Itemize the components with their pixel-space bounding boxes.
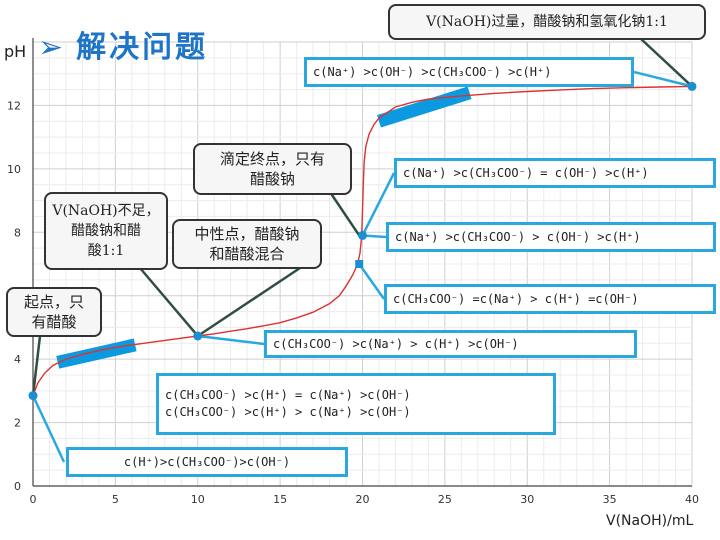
x-tick-label: 20: [356, 493, 370, 506]
leader-box-neutral: [358, 263, 386, 300]
relation-text: c(CH₃COO⁻) >c(H⁺) = c(Na⁺) >c(OH⁻): [165, 388, 411, 402]
x-tick-label: 25: [438, 493, 452, 506]
y-tick-label: 10: [7, 163, 21, 176]
callout-line: 起点，只: [23, 293, 84, 311]
x-tick-label: 40: [685, 493, 699, 506]
titration-curve-line: [32, 85, 693, 396]
leader-box-start: [31, 395, 66, 463]
y-axis-label: pH: [4, 42, 27, 61]
leader-neutral: [197, 266, 301, 338]
key-point: [193, 331, 203, 341]
relation-text: c(Na⁺) >c(CH₃COO⁻) > c(OH⁻) >c(H⁺): [395, 229, 641, 244]
x-tick-label: 30: [520, 493, 534, 506]
chart-tick-labels: 0510152025303540024681012: [7, 99, 699, 506]
x-axis-label: V(NaOH)/mL: [606, 513, 694, 529]
y-tick-label: 0: [14, 480, 21, 493]
leader-box-half: [197, 334, 265, 346]
callout-line: 和醋酸混合: [209, 245, 285, 263]
key-points: [28, 81, 697, 401]
callout-line: 醋酸钠: [249, 170, 295, 188]
relation-box-early: c(CH₃COO⁻) >c(H⁺) = c(Na⁺) >c(OH⁻) c(CH₃…: [156, 373, 556, 435]
y-tick-label: 8: [14, 226, 21, 239]
callout-half-neutralized: V(NaOH)不足， 醋酸钠和醋 酸1:1: [44, 192, 168, 270]
leader-start: [31, 335, 42, 396]
callout-line: 滴定终点，只有: [219, 150, 325, 168]
callout-endpoint: 滴定终点，只有 醋酸钠: [193, 143, 352, 195]
relation-text: c(CH₃COO⁻) =c(Na⁺) > c(H⁺) =c(OH⁻): [393, 291, 639, 306]
x-tick-label: 35: [603, 493, 617, 506]
relation-text: c(Na⁺) >c(CH₃COO⁻) = c(OH⁻) >c(H⁺): [403, 165, 649, 180]
relation-box-half: c(CH₃COO⁻) >c(Na⁺) > c(H⁺) >c(OH⁻): [264, 330, 637, 358]
leader-box-excess: [633, 70, 693, 88]
relation-text: c(CH₃COO⁻) >c(H⁺) > c(Na⁺) >c(OH⁻): [165, 405, 411, 419]
leader-endpoint: [328, 191, 361, 237]
callout-line: 醋酸钠和醋: [71, 223, 141, 239]
callout-line: 中性点，醋酸钠: [194, 225, 300, 243]
callout-excess: V(NaOH)过量，醋酸钠和氢氧化钠1:1: [388, 4, 706, 40]
x-tick-label: 0: [30, 493, 37, 506]
callout-line: 有醋酸: [31, 313, 77, 331]
slide-title-text: 解决问题: [76, 30, 209, 65]
relation-text: c(H⁺)>c(CH₃COO⁻)>c(OH⁻): [123, 454, 291, 469]
y-tick-label: 4: [14, 353, 21, 366]
leader-box-endpoint: [361, 172, 396, 237]
leader-lines: [31, 37, 693, 463]
relation-text: c(Na⁺) >c(OH⁻) >c(CH₃COO⁻) >c(H⁺): [313, 64, 552, 79]
highlight-bands: [56, 86, 472, 369]
leader-excess: [639, 37, 693, 88]
leader-half: [139, 267, 199, 337]
relation-box-neutral: c(CH₃COO⁻) =c(Na⁺) > c(H⁺) =c(OH⁻): [384, 284, 716, 314]
x-tick-label: 10: [191, 493, 205, 506]
slide-title: ➢ 解决问题: [38, 22, 208, 66]
highlight-band: [56, 338, 137, 369]
callout-line: V(NaOH)过量，醋酸钠和氢氧化钠1:1: [426, 14, 668, 30]
key-point: [687, 81, 697, 91]
relation-text: c(CH₃COO⁻) >c(Na⁺) > c(H⁺) >c(OH⁻): [273, 336, 519, 351]
y-tick-label: 2: [14, 417, 21, 430]
relation-box-excess: c(Na⁺) >c(OH⁻) >c(CH₃COO⁻) >c(H⁺): [304, 57, 634, 87]
x-tick-label: 5: [112, 493, 119, 506]
chart-axes: [32, 38, 692, 487]
y-tick-label: 12: [7, 99, 21, 112]
key-point: [28, 391, 38, 401]
callout-neutral: 中性点，醋酸钠 和醋酸混合: [172, 219, 322, 269]
highlight-band: [377, 86, 472, 128]
arrow-right-icon: ➢: [38, 30, 67, 65]
key-point: [355, 260, 364, 268]
callout-start: 起点，只 有醋酸: [6, 287, 102, 337]
key-point: [358, 230, 367, 240]
callout-line: V(NaOH)不足，: [52, 203, 160, 219]
x-tick-label: 15: [273, 493, 287, 506]
relation-box-pre-endpoint: c(Na⁺) >c(CH₃COO⁻) > c(OH⁻) >c(H⁺): [386, 222, 716, 252]
relation-box-start: c(H⁺)>c(CH₃COO⁻)>c(OH⁻): [66, 447, 348, 477]
relation-box-endpoint: c(Na⁺) >c(CH₃COO⁻) = c(OH⁻) >c(H⁺): [394, 158, 716, 188]
titration-curve: [32, 85, 693, 396]
callout-line: 酸1:1: [87, 243, 125, 259]
